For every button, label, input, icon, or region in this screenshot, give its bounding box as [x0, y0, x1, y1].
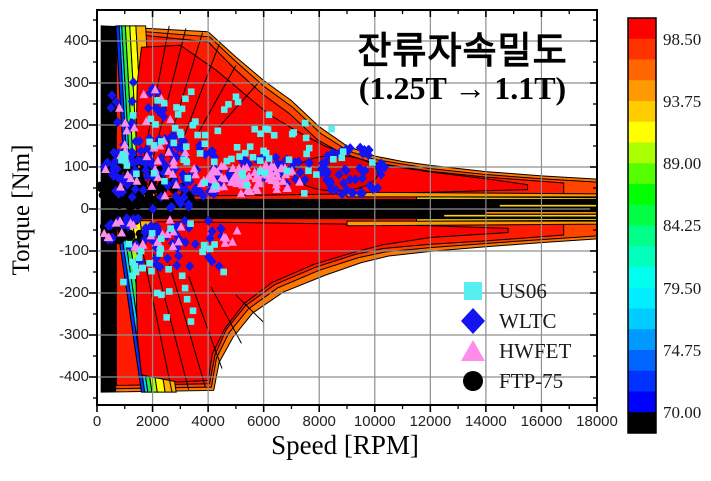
contour-layer-right-orange-strip-neg	[346, 220, 597, 227]
chart-title: 잔류자속밀도	[357, 30, 568, 71]
ftp75-circle-icon	[463, 371, 483, 391]
legend-label-wltc: WLTC	[499, 308, 557, 333]
colorbar	[627, 17, 657, 434]
colorbar-tick-label: 84.25	[663, 216, 702, 236]
wltc-diamond-icon	[461, 308, 485, 334]
x-tick-label: 12000	[409, 413, 452, 430]
legend-label-us06: US06	[499, 278, 547, 303]
contour-line	[196, 65, 237, 136]
y-tick-label: 100	[63, 158, 89, 175]
y-tick-label: 300	[63, 74, 89, 91]
y-tick-label: -400	[58, 368, 89, 385]
contour-line	[235, 294, 265, 323]
scatter-series-us06	[118, 88, 376, 325]
colorbar-tick-label: 89.00	[663, 154, 702, 174]
contour-layer-right-orange-strip-pos	[346, 191, 597, 198]
x-axis-label: Speed [RPM]	[271, 430, 419, 460]
x-tick-label: 16000	[520, 413, 563, 430]
chart-subtitle: (1.25T → 1.1T)	[358, 70, 567, 106]
contour-line	[139, 238, 173, 393]
contour-line	[168, 263, 206, 388]
legend-label-hwfet: HWFET	[499, 338, 572, 363]
legend-label-ftp75: FTP-75	[499, 368, 564, 393]
y-tick-label: 200	[63, 116, 89, 133]
colorbar-tick-label: 70.00	[663, 403, 702, 423]
x-tick-label: 4000	[191, 413, 225, 430]
y-tick-label: 400	[63, 32, 89, 49]
contour-line	[179, 44, 220, 147]
y-axis-label: Torque [Nm]	[8, 144, 35, 276]
colorbar-tick-label: 74.75	[663, 340, 702, 360]
y-tick-label: -200	[58, 284, 89, 301]
colorbar-tick-label: 79.50	[663, 278, 702, 298]
x-tick-label: 2000	[135, 413, 170, 430]
x-tick-label: 14000	[465, 413, 507, 430]
y-tick-label: -100	[58, 242, 89, 259]
legend-item-hwfet: HWFET	[460, 336, 571, 366]
legend-item-ftp75: FTP-75	[460, 366, 563, 396]
y-tick-label: -300	[58, 326, 89, 343]
legend-item-wltc: WLTC	[460, 306, 557, 336]
y-tick-label: 0	[80, 200, 89, 217]
legend-item-us06: US06	[460, 276, 547, 306]
contour-line	[210, 286, 242, 344]
colorbar-tick-label: 93.75	[663, 91, 702, 111]
colorbar-frame	[627, 17, 657, 434]
contour-line	[188, 276, 223, 369]
contour-line	[152, 250, 190, 390]
x-tick-label: 6000	[246, 413, 281, 430]
x-tick-label: 18000	[576, 413, 618, 430]
hwfet-triangle-icon	[461, 340, 485, 361]
us06-square-icon	[464, 282, 482, 300]
x-tick-label: 10000	[353, 413, 396, 430]
x-tick-label: 0	[92, 413, 102, 430]
colorbar-tick-label: 98.50	[663, 29, 702, 49]
x-tick-label: 8000	[302, 413, 336, 430]
